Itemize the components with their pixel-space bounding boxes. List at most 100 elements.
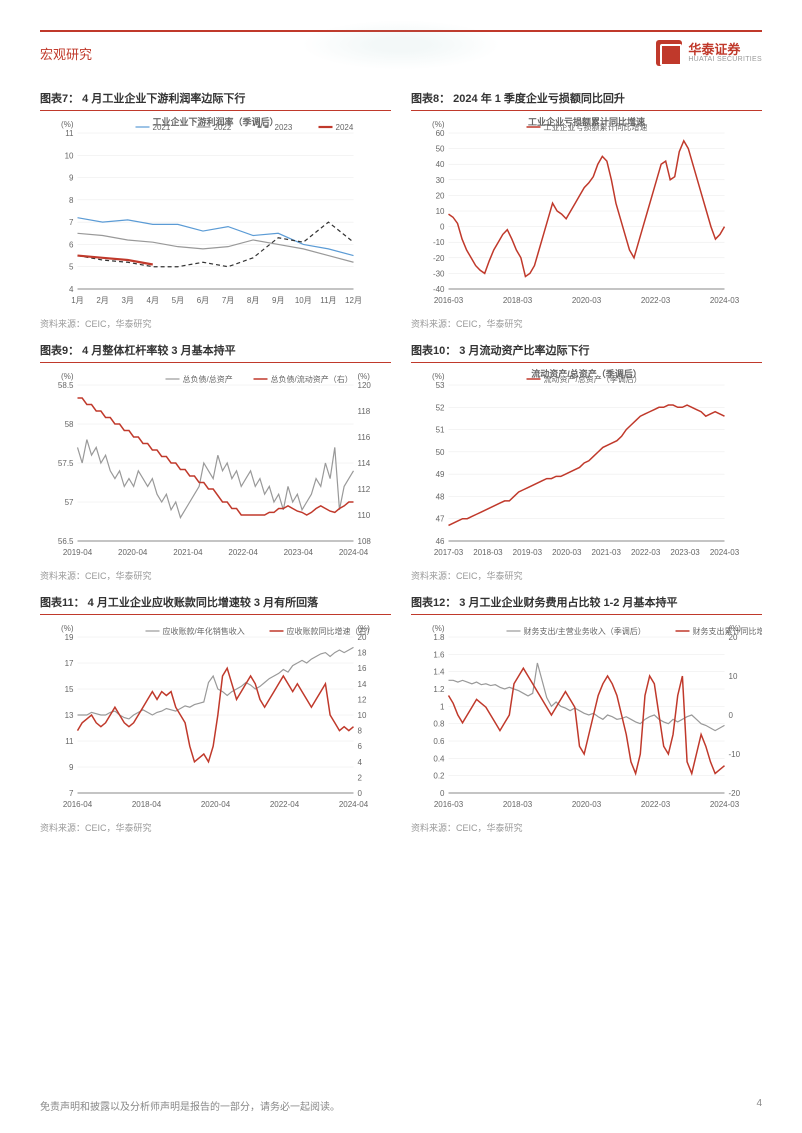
svg-text:16: 16 <box>358 664 367 673</box>
svg-text:应收账款/年化销售收入: 应收账款/年化销售收入 <box>163 626 245 636</box>
svg-text:总负债/流动资产（右）: 总负债/流动资产（右） <box>271 374 353 384</box>
svg-text:2024-03: 2024-03 <box>710 296 740 305</box>
svg-text:40: 40 <box>436 160 445 169</box>
chart-11-title: 图表11： 4 月工业企业应收账款同比增速较 3 月有所回落 <box>40 594 391 615</box>
svg-text:2021: 2021 <box>153 123 171 132</box>
svg-text:0.4: 0.4 <box>433 754 445 763</box>
svg-text:4: 4 <box>69 285 74 294</box>
svg-text:10月: 10月 <box>295 296 312 305</box>
chart-12-title: 图表12： 3 月工业企业财务费用占比较 1-2 月基本持平 <box>411 594 762 615</box>
svg-text:120: 120 <box>358 381 372 390</box>
svg-text:-10: -10 <box>729 750 741 759</box>
svg-text:2024-03: 2024-03 <box>710 800 740 809</box>
chart-7-title: 图表7： 4 月工业企业下游利润率边际下行 <box>40 90 391 111</box>
svg-text:30: 30 <box>436 176 445 185</box>
svg-text:2018-03: 2018-03 <box>503 800 533 809</box>
svg-text:2024-03: 2024-03 <box>710 548 740 557</box>
svg-text:财务支出/主营业务收入（季调后）: 财务支出/主营业务收入（季调后） <box>524 626 646 636</box>
svg-text:0.8: 0.8 <box>433 720 445 729</box>
charts-container: 图表7： 4 月工业企业下游利润率边际下行 (%)4567891011工业企业下… <box>40 90 762 834</box>
svg-text:6: 6 <box>69 240 74 249</box>
chart-9-source: 资料来源：CEIC，华泰研究 <box>40 569 391 582</box>
svg-text:1.4: 1.4 <box>433 668 445 677</box>
svg-text:(%): (%) <box>432 372 445 381</box>
svg-text:8月: 8月 <box>247 296 259 305</box>
svg-text:2018-04: 2018-04 <box>132 800 162 809</box>
chart-11-source: 资料来源：CEIC，华泰研究 <box>40 821 391 834</box>
svg-text:0.2: 0.2 <box>433 772 445 781</box>
svg-text:10: 10 <box>65 151 74 160</box>
svg-text:20: 20 <box>436 191 445 200</box>
svg-text:11: 11 <box>65 737 74 746</box>
svg-text:(%): (%) <box>432 624 445 633</box>
svg-text:51: 51 <box>436 426 445 435</box>
svg-text:-20: -20 <box>433 254 445 263</box>
svg-text:9: 9 <box>69 174 74 183</box>
svg-text:11月: 11月 <box>320 296 336 305</box>
svg-text:17: 17 <box>65 659 74 668</box>
svg-text:1.2: 1.2 <box>433 685 445 694</box>
svg-text:118: 118 <box>358 407 371 416</box>
svg-text:财务支出累计同比增速（右）: 财务支出累计同比增速（右） <box>693 626 763 636</box>
svg-text:2022-04: 2022-04 <box>228 548 258 557</box>
svg-text:2024: 2024 <box>336 123 354 132</box>
chart-9: 图表9： 4 月整体杠杆率较 3 月基本持平 (%)56.55757.55858… <box>40 342 391 582</box>
svg-text:14: 14 <box>358 680 367 689</box>
svg-text:48: 48 <box>436 492 445 501</box>
svg-text:0: 0 <box>729 711 734 720</box>
svg-text:116: 116 <box>358 433 371 442</box>
svg-text:2020-03: 2020-03 <box>552 548 582 557</box>
svg-text:2019-03: 2019-03 <box>513 548 543 557</box>
svg-text:52: 52 <box>436 403 445 412</box>
svg-text:10: 10 <box>358 711 367 720</box>
svg-text:应收账款同比增速（右）: 应收账款同比增速（右） <box>287 626 375 636</box>
svg-text:(%): (%) <box>432 120 445 129</box>
svg-text:工业企业亏损额累计同比增速: 工业企业亏损额累计同比增速 <box>544 122 648 132</box>
svg-text:2023-04: 2023-04 <box>284 548 314 557</box>
logo-name-cn: 华泰证券 <box>688 43 762 56</box>
svg-text:2022-04: 2022-04 <box>270 800 300 809</box>
svg-text:2023-03: 2023-03 <box>670 548 700 557</box>
svg-text:-20: -20 <box>729 789 741 798</box>
svg-text:-10: -10 <box>433 238 445 247</box>
chart-12-source: 资料来源：CEIC，华泰研究 <box>411 821 762 834</box>
chart-8-title: 图表8： 2024 年 1 季度企业亏损额同比回升 <box>411 90 762 111</box>
svg-text:流动资产/总资产（季调后）: 流动资产/总资产（季调后） <box>544 374 642 384</box>
svg-text:8: 8 <box>69 196 74 205</box>
svg-text:(%): (%) <box>358 372 371 381</box>
svg-text:2017-03: 2017-03 <box>434 548 464 557</box>
svg-text:15: 15 <box>65 685 74 694</box>
chart-10: 图表10： 3 月流动资产比率边际下行 (%)4647484950515253流… <box>411 342 762 582</box>
svg-text:2021-03: 2021-03 <box>592 548 622 557</box>
svg-text:57: 57 <box>65 498 74 507</box>
svg-text:2020-04: 2020-04 <box>118 548 148 557</box>
svg-text:2: 2 <box>358 773 363 782</box>
svg-text:47: 47 <box>436 515 445 524</box>
svg-text:0: 0 <box>440 789 445 798</box>
chart-9-title: 图表9： 4 月整体杠杆率较 3 月基本持平 <box>40 342 391 363</box>
svg-text:57.5: 57.5 <box>58 459 74 468</box>
svg-text:2024-04: 2024-04 <box>339 548 369 557</box>
svg-text:5月: 5月 <box>172 296 184 305</box>
svg-text:2月: 2月 <box>96 296 108 305</box>
svg-text:1.8: 1.8 <box>433 633 445 642</box>
chart-7-source: 资料来源：CEIC，华泰研究 <box>40 317 391 330</box>
svg-text:4月: 4月 <box>147 296 159 305</box>
svg-text:50: 50 <box>436 448 445 457</box>
svg-text:2022-03: 2022-03 <box>641 296 671 305</box>
svg-text:3月: 3月 <box>121 296 133 305</box>
svg-text:10: 10 <box>729 672 738 681</box>
footer-disclaimer: 免责声明和披露以及分析师声明是报告的一部分，请务必一起阅读。 <box>40 1098 340 1113</box>
svg-text:2018-03: 2018-03 <box>473 548 503 557</box>
chart-7: 图表7： 4 月工业企业下游利润率边际下行 (%)4567891011工业企业下… <box>40 90 391 330</box>
svg-text:7: 7 <box>69 789 74 798</box>
logo-name-en: HUATAI SECURITIES <box>688 56 762 63</box>
svg-text:(%): (%) <box>61 372 74 381</box>
svg-text:6月: 6月 <box>197 296 209 305</box>
svg-text:7: 7 <box>69 218 74 227</box>
svg-text:5: 5 <box>69 263 74 272</box>
svg-text:2016-03: 2016-03 <box>434 296 464 305</box>
svg-text:53: 53 <box>436 381 445 390</box>
svg-text:12月: 12月 <box>345 296 362 305</box>
chart-10-source: 资料来源：CEIC，华泰研究 <box>411 569 762 582</box>
